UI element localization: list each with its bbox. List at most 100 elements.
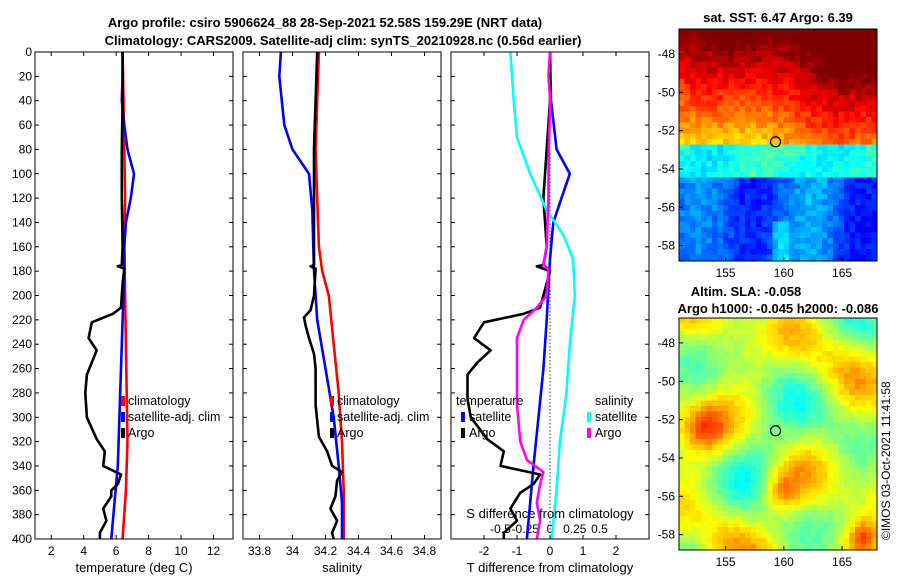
map-cell — [844, 389, 850, 396]
map-cell — [849, 472, 856, 478]
map-cell — [679, 238, 685, 244]
map-cell — [679, 323, 685, 330]
map-cell — [739, 34, 746, 41]
map-cell — [767, 205, 773, 211]
map-cell — [844, 362, 850, 368]
map-cell — [712, 89, 718, 96]
map-cell — [811, 395, 817, 401]
map-cell — [827, 89, 834, 96]
map-cell — [767, 461, 773, 467]
map-cell — [717, 144, 724, 151]
map-cell — [767, 406, 773, 412]
map-cell — [690, 345, 696, 352]
map-cell — [739, 373, 746, 379]
map-cell — [728, 210, 735, 217]
map-cell — [679, 155, 685, 162]
map-cell — [745, 95, 751, 101]
map-cell — [844, 461, 850, 467]
map-cell — [778, 406, 784, 412]
map-cell — [750, 543, 757, 550]
map-cell — [833, 521, 839, 528]
map-cell — [706, 227, 713, 233]
y-tick-label: 60 — [19, 118, 33, 132]
map-cell — [690, 144, 696, 151]
map-cell — [690, 483, 696, 489]
map-cell — [772, 227, 779, 233]
map-cell — [701, 395, 707, 401]
map-cell — [855, 199, 861, 206]
map-cell — [844, 194, 850, 200]
map-cell — [706, 400, 713, 407]
map-cell — [783, 373, 790, 379]
map-cell — [866, 373, 872, 379]
map-cell — [745, 40, 751, 46]
map-cell — [805, 249, 812, 255]
map-cell — [800, 318, 806, 324]
map-cell — [745, 73, 751, 79]
map-cell — [844, 527, 850, 533]
map-cell — [728, 227, 735, 233]
map-cell — [783, 205, 790, 211]
map-cell — [772, 417, 779, 423]
map-cell — [778, 334, 784, 341]
map-cell — [756, 367, 762, 374]
map-cell — [860, 367, 867, 374]
map-cell — [739, 356, 746, 363]
map-cell — [734, 155, 740, 162]
map-cell — [844, 84, 850, 90]
map-cell — [805, 117, 812, 123]
map-cell — [849, 78, 856, 85]
map-cell — [679, 384, 685, 390]
map-cell — [772, 384, 779, 390]
map-cell — [701, 400, 707, 407]
map-cell — [706, 516, 713, 522]
map-cell — [789, 56, 795, 63]
map-cell — [767, 117, 773, 123]
map-cell — [860, 516, 867, 522]
map-cell — [761, 51, 768, 57]
map-cell — [849, 62, 856, 68]
map-cell — [849, 494, 856, 500]
map-cell — [723, 188, 729, 195]
map-cell — [767, 384, 773, 390]
map-cell — [734, 439, 740, 445]
map-cell — [739, 89, 746, 96]
map-cell — [816, 40, 823, 46]
map-cell — [695, 139, 702, 145]
map-cell — [778, 95, 784, 101]
map-cell — [816, 516, 823, 522]
map-cell — [695, 384, 702, 390]
map-cell — [855, 516, 861, 522]
map-cell — [745, 45, 751, 52]
map-cell — [838, 100, 845, 107]
map-cell — [838, 422, 845, 429]
map-cell — [855, 62, 861, 68]
map-cell — [778, 395, 784, 401]
map-cell — [794, 378, 801, 385]
map-cell — [684, 532, 691, 539]
map-cell — [855, 329, 861, 335]
map-cell — [761, 133, 768, 140]
map-cell — [756, 221, 762, 228]
map-cell — [728, 510, 735, 517]
map-cell — [739, 232, 746, 239]
map-cell — [695, 461, 702, 467]
map-cell — [695, 494, 702, 500]
map-cell — [827, 111, 834, 118]
map-cell — [756, 499, 762, 506]
map-cell — [800, 56, 806, 63]
map-cell — [844, 122, 850, 129]
map-cell — [860, 329, 867, 335]
map-cell — [800, 400, 806, 407]
map-cell — [745, 532, 751, 539]
map-cell — [767, 40, 773, 46]
map-cell — [871, 439, 877, 445]
map-cell — [816, 183, 823, 189]
map-cell — [767, 433, 773, 440]
map-cell — [706, 334, 713, 341]
map-cell — [849, 117, 856, 123]
map-cell — [723, 199, 729, 206]
map-cell — [695, 243, 702, 250]
map-cell — [822, 133, 828, 140]
map-cell — [695, 144, 702, 151]
